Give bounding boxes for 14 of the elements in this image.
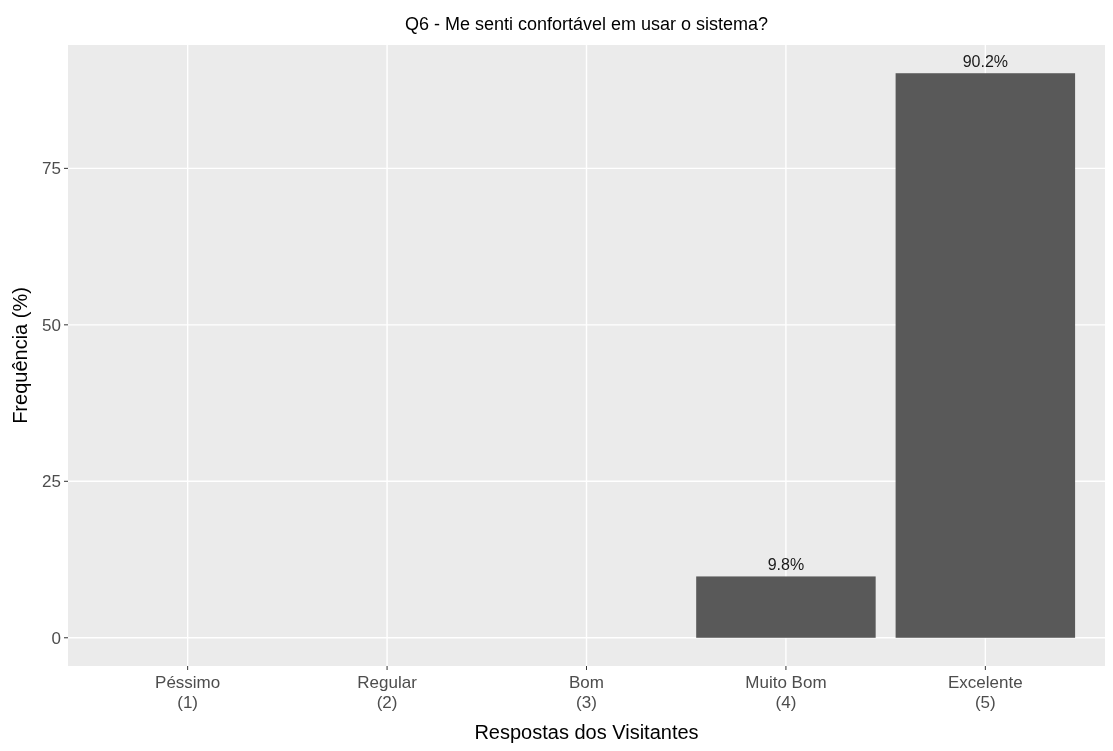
x-tick-label: Péssimo (1) [155, 673, 221, 712]
y-tick-label: 0 [51, 628, 61, 648]
x-tick-label: Excelente (5) [948, 673, 1023, 712]
x-axis-title: Respostas dos Visitantes [474, 721, 699, 743]
x-tick-label: Regular (2) [357, 673, 418, 712]
x-tick-label: Muito Bom (4) [745, 673, 827, 712]
y-tick-label: 25 [42, 472, 61, 492]
y-tick-label: 50 [42, 315, 61, 335]
y-axis-title: Frequência (%) [9, 287, 31, 424]
x-tick-label: Bom (3) [569, 673, 604, 712]
chart-title: Q6 - Me senti confortável em usar o sistema? [404, 14, 769, 34]
data-label: 9.8% [767, 556, 805, 574]
y-tick-label: 75 [42, 159, 61, 179]
data-label: 90.2% [962, 53, 1009, 71]
